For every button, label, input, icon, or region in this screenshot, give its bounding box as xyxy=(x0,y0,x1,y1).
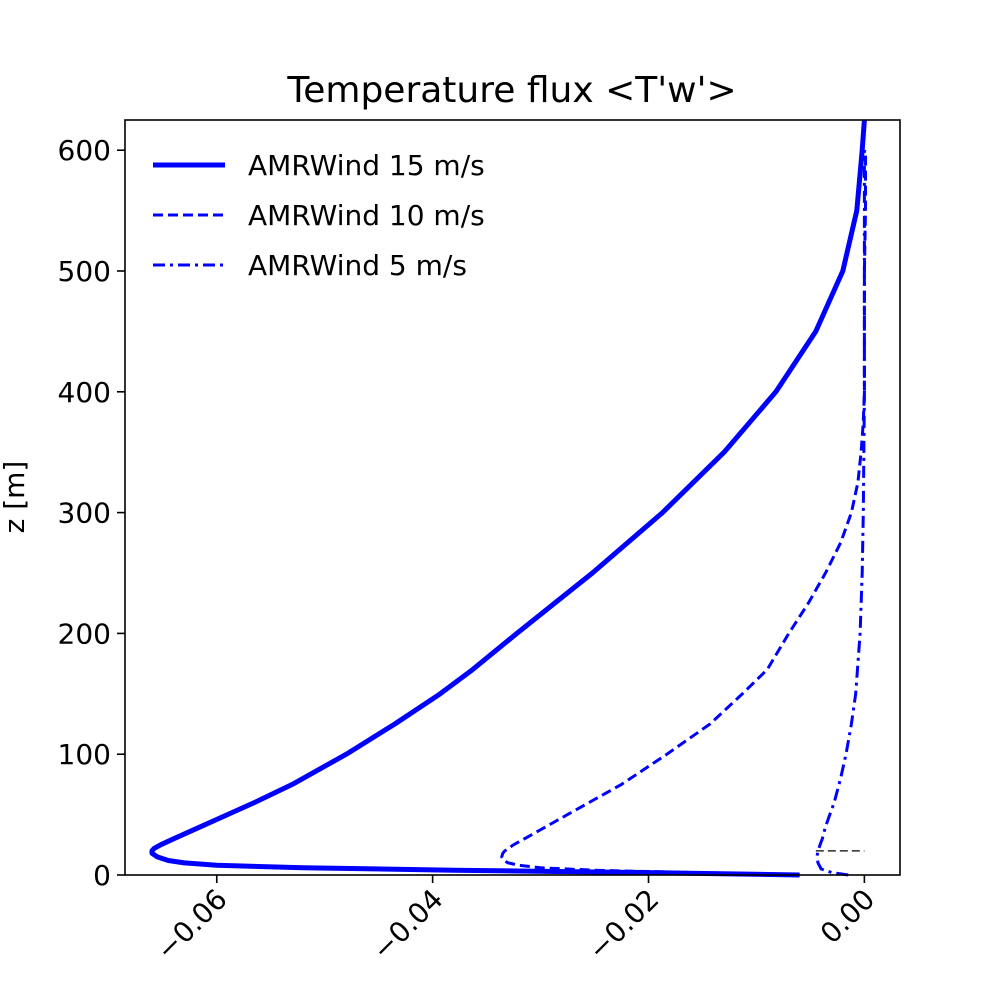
chart-title: Temperature flux <T'w'> xyxy=(286,70,736,111)
y-tick-label: 500 xyxy=(58,255,111,288)
x-tick-label: −0.04 xyxy=(366,883,450,967)
legend-label-2: AMRWind 10 m/s xyxy=(248,199,485,232)
plot-area xyxy=(149,119,867,878)
y-tick-label: 600 xyxy=(58,134,111,167)
legend: AMRWind 15 m/s AMRWind 10 m/s AMRWind 5 m/… xyxy=(153,149,485,282)
y-tick-label: 300 xyxy=(58,497,111,530)
x-tick-label: 0.00 xyxy=(814,883,881,950)
y-tick-label: 100 xyxy=(58,738,111,771)
series-line-2 xyxy=(500,150,867,877)
x-tick-label: −0.02 xyxy=(581,883,665,967)
x-axis: −0.06 −0.04 −0.02 0.00 xyxy=(150,875,881,967)
legend-label-3: AMRWind 5 m/s xyxy=(248,249,467,282)
y-axis: 0 100 200 300 400 500 600 xyxy=(58,134,125,892)
y-tick-label: 400 xyxy=(58,376,111,409)
legend-label-1: AMRWind 15 m/s xyxy=(248,149,485,182)
y-axis-label: z [m] xyxy=(0,461,31,534)
y-tick-label: 200 xyxy=(58,617,111,650)
x-tick-label: −0.06 xyxy=(150,883,234,967)
y-tick-label: 0 xyxy=(93,859,111,892)
series-line-3 xyxy=(815,150,866,877)
series-line-1 xyxy=(149,119,867,878)
plot-frame xyxy=(124,119,901,876)
